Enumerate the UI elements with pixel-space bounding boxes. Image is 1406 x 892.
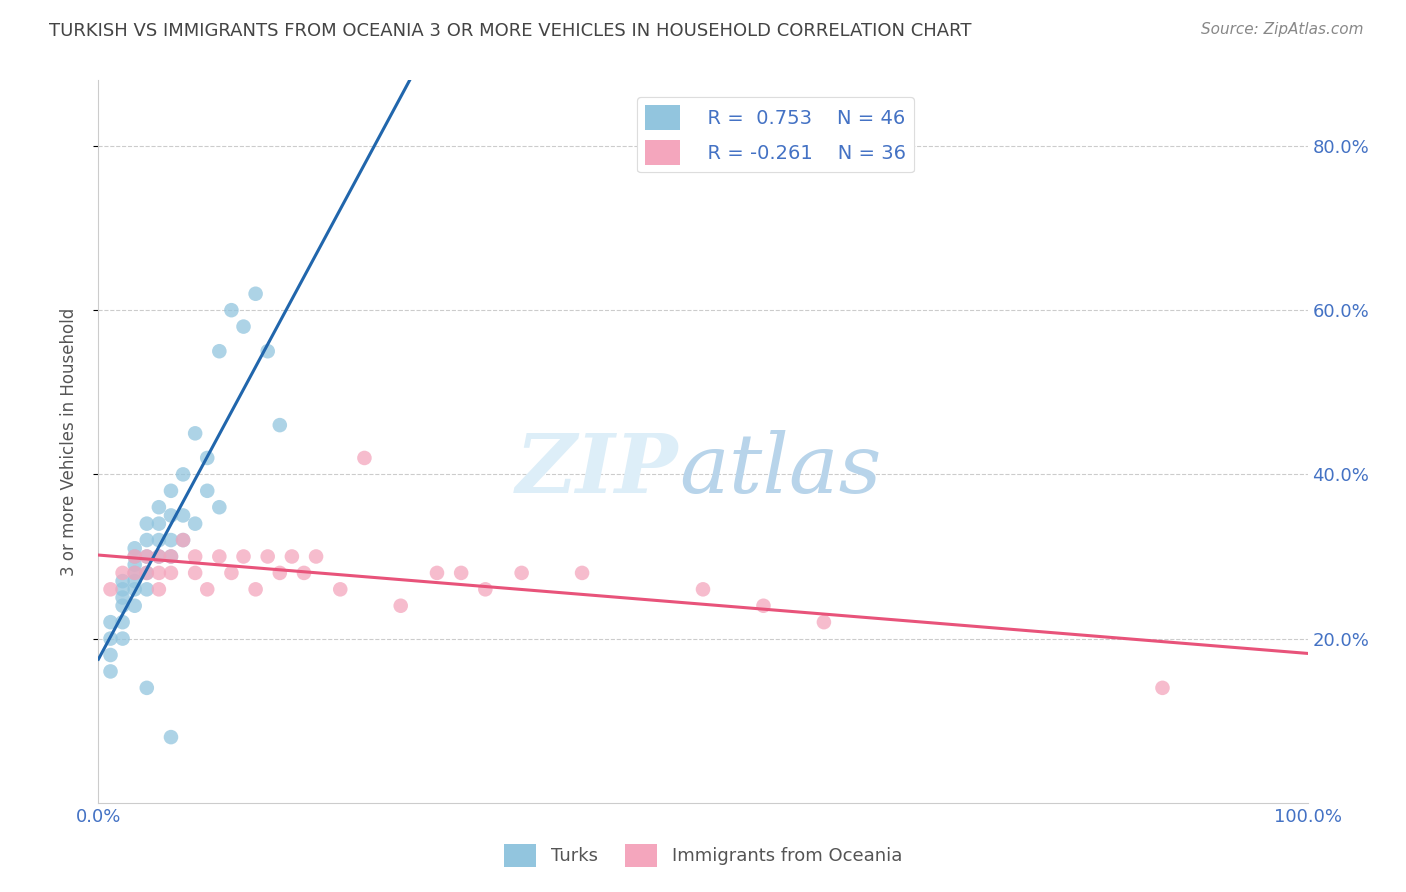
Point (135, 566, 157, 580)
Point (160, 533, 183, 547)
Legend:   R =  0.753    N = 46,   R = -0.261    N = 36: R = 0.753 N = 46, R = -0.261 N = 36 (637, 97, 914, 172)
Point (172, 508, 194, 523)
Point (752, 599, 775, 613)
Point (124, 549, 146, 564)
Point (135, 549, 157, 564)
Point (160, 549, 183, 564)
Point (184, 516, 207, 531)
Point (305, 549, 328, 564)
Point (269, 566, 291, 580)
Point (256, 549, 278, 564)
Text: ZIP: ZIP (516, 431, 679, 510)
Point (135, 582, 157, 597)
Point (474, 582, 496, 597)
Point (329, 582, 352, 597)
Point (184, 566, 207, 580)
Point (195, 483, 218, 498)
Point (245, 582, 267, 597)
Point (148, 533, 170, 547)
Point (100, 632, 122, 646)
Point (160, 566, 183, 580)
Point (195, 582, 218, 597)
Point (292, 566, 315, 580)
Point (172, 533, 194, 547)
Point (269, 418, 291, 433)
Point (692, 582, 714, 597)
Point (353, 450, 375, 465)
Point (111, 574, 134, 588)
Point (111, 566, 134, 580)
Point (450, 566, 472, 580)
Point (232, 319, 254, 334)
Text: TURKISH VS IMMIGRANTS FROM OCEANIA 3 OR MORE VEHICLES IN HOUSEHOLD CORRELATION C: TURKISH VS IMMIGRANTS FROM OCEANIA 3 OR … (49, 22, 972, 40)
Point (135, 533, 157, 547)
Point (148, 549, 170, 564)
Point (111, 591, 134, 605)
Point (184, 426, 207, 441)
Point (208, 344, 231, 359)
Point (256, 344, 278, 359)
Point (195, 450, 218, 465)
Point (208, 500, 231, 515)
Point (100, 665, 122, 679)
Point (100, 582, 122, 597)
Point (148, 516, 170, 531)
Point (124, 599, 146, 613)
Point (100, 615, 122, 630)
Point (813, 615, 835, 630)
Point (221, 566, 243, 580)
Point (111, 582, 134, 597)
Point (1152, 681, 1174, 695)
Point (124, 566, 146, 580)
Point (221, 303, 243, 318)
Point (111, 632, 134, 646)
Point (111, 599, 134, 613)
Point (124, 549, 146, 564)
Legend: Turks, Immigrants from Oceania: Turks, Immigrants from Oceania (496, 837, 910, 874)
Point (426, 566, 449, 580)
Point (111, 615, 134, 630)
Point (172, 467, 194, 482)
Text: atlas: atlas (679, 431, 882, 510)
Point (148, 500, 170, 515)
Point (124, 566, 146, 580)
Point (135, 681, 157, 695)
Point (124, 541, 146, 556)
Point (172, 533, 194, 547)
Point (184, 549, 207, 564)
Point (389, 599, 412, 613)
Point (124, 582, 146, 597)
Point (160, 508, 183, 523)
Point (208, 549, 231, 564)
Point (135, 566, 157, 580)
Point (281, 549, 304, 564)
Point (124, 574, 146, 588)
Point (135, 516, 157, 531)
Point (124, 558, 146, 572)
Text: Source: ZipAtlas.com: Source: ZipAtlas.com (1201, 22, 1364, 37)
Point (571, 566, 593, 580)
Point (510, 566, 533, 580)
Point (160, 483, 183, 498)
Point (148, 549, 170, 564)
Point (160, 549, 183, 564)
Point (100, 648, 122, 662)
Point (245, 286, 267, 301)
Point (160, 730, 183, 744)
Point (232, 549, 254, 564)
Point (135, 549, 157, 564)
Point (148, 566, 170, 580)
Point (148, 582, 170, 597)
Y-axis label: 3 or more Vehicles in Household: 3 or more Vehicles in Household (59, 308, 77, 575)
